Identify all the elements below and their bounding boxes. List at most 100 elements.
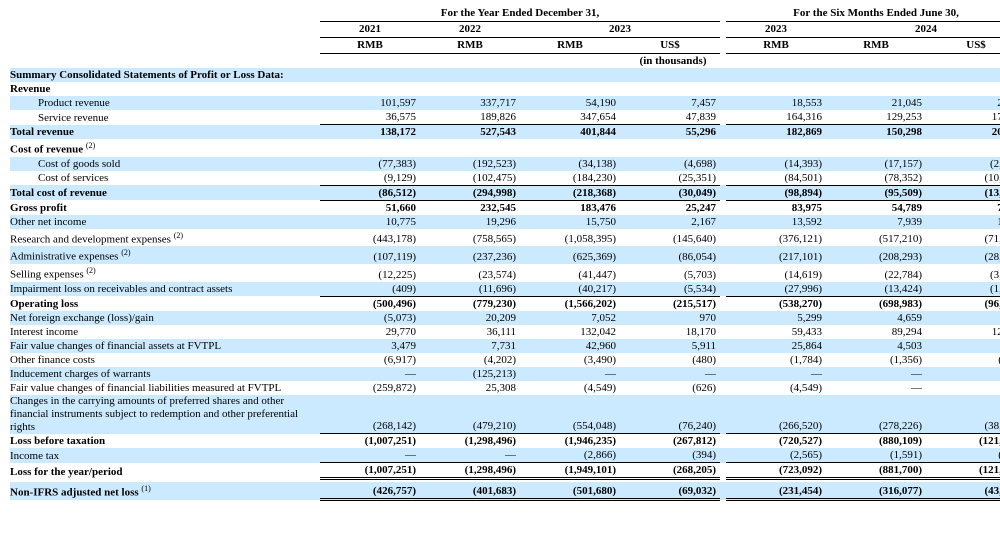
cell: (1,946,235) — [520, 434, 620, 449]
cell: — — [826, 367, 926, 381]
cell: (102,475) — [420, 171, 520, 186]
cell: (98,894) — [726, 185, 826, 200]
cell: (1,847) — [926, 282, 1000, 297]
cell: 13,592 — [726, 215, 826, 229]
footnote-2: (2) — [86, 266, 95, 275]
cell: — — [320, 448, 420, 463]
cell: (779,230) — [420, 296, 520, 311]
label-total-cost: Total cost of revenue — [10, 185, 320, 200]
cell: 36,111 — [420, 325, 520, 339]
footnote-2: (2) — [86, 141, 95, 150]
cell: — — [320, 367, 420, 381]
cell: (208,293) — [826, 246, 926, 264]
cell: 129,253 — [826, 110, 926, 125]
cell: 21,045 — [826, 96, 926, 110]
cell: (1,007,251) — [320, 434, 420, 449]
cell: 18,553 — [726, 96, 826, 110]
cell: 15,750 — [520, 215, 620, 229]
label-pref-shares: Changes in the carrying amounts of prefe… — [10, 395, 320, 434]
hdr-rmb-5: RMB — [826, 38, 926, 54]
cell: (13,424) — [826, 282, 926, 297]
hdr-rmb-3: RMB — [520, 38, 620, 54]
cell: 25,308 — [420, 381, 520, 395]
cell: (219) — [926, 448, 1000, 463]
cell: 970 — [620, 311, 720, 325]
cell: (5,703) — [620, 264, 720, 282]
cell: 55,296 — [620, 125, 720, 140]
cell: (554,048) — [520, 395, 620, 434]
cell: 25,247 — [620, 200, 720, 215]
cell: 51,660 — [320, 200, 420, 215]
cell: (3,490) — [520, 353, 620, 367]
cell: (500,496) — [320, 296, 420, 311]
hdr-2023s: 2023 — [726, 22, 826, 38]
label-net-fx: Net foreign exchange (loss)/gain — [10, 311, 320, 325]
cell: 2,896 — [926, 96, 1000, 110]
cell: 150,298 — [826, 125, 926, 140]
cell: 20,682 — [926, 125, 1000, 140]
cell: (376,121) — [726, 229, 826, 247]
cell: (4,698) — [620, 157, 720, 171]
cell: (121,326) — [926, 463, 1000, 479]
cell: 182,869 — [726, 125, 826, 140]
cell: (479,210) — [420, 395, 520, 434]
cell: — — [826, 381, 926, 395]
cell: 7,052 — [520, 311, 620, 325]
cell: 3,479 — [320, 339, 420, 353]
cell: 54,190 — [520, 96, 620, 110]
label-selling: Selling expenses (2) — [10, 264, 320, 282]
cell: 7,539 — [926, 200, 1000, 215]
cell: 17,786 — [926, 110, 1000, 125]
cell: (259,872) — [320, 381, 420, 395]
cell: 401,844 — [520, 125, 620, 140]
cell: (76,240) — [620, 395, 720, 434]
cell: (278,226) — [826, 395, 926, 434]
cell: 4,503 — [826, 339, 926, 353]
cell: (1,566,202) — [520, 296, 620, 311]
cell: (40,217) — [520, 282, 620, 297]
cell: 10,775 — [320, 215, 420, 229]
header-six-group: For the Six Months Ended June 30, — [726, 6, 1000, 22]
label-cogs: Cost of goods sold — [10, 157, 320, 171]
label-inducement: Inducement charges of warrants — [10, 367, 320, 381]
cell: (14,619) — [726, 264, 826, 282]
cell: (1,007,251) — [320, 463, 420, 479]
cell: (1,298,496) — [420, 434, 520, 449]
label-other-net-income: Other net income — [10, 215, 320, 229]
cell: 29,770 — [320, 325, 420, 339]
cell: — — [926, 367, 1000, 381]
cell: (267,812) — [620, 434, 720, 449]
cell: (1,949,101) — [520, 463, 620, 479]
cell: — — [520, 367, 620, 381]
cell: (2,866) — [520, 448, 620, 463]
footnote-1: (1) — [141, 484, 150, 493]
hdr-2022: 2022 — [420, 22, 520, 38]
label-cos: Cost of services — [10, 171, 320, 186]
cell: (43,494) — [926, 482, 1000, 500]
cell: (86,054) — [620, 246, 720, 264]
hdr-2021: 2021 — [320, 22, 420, 38]
label-rnd: Research and development expenses (2) — [10, 229, 320, 247]
cell: 527,543 — [420, 125, 520, 140]
cell: 5,299 — [726, 311, 826, 325]
cell: (626) — [620, 381, 720, 395]
cell: 18,170 — [620, 325, 720, 339]
cell: (698,983) — [826, 296, 926, 311]
cell: (4,549) — [520, 381, 620, 395]
cell: 54,789 — [826, 200, 926, 215]
cell: (17,157) — [826, 157, 926, 171]
cell: 1,092 — [926, 215, 1000, 229]
cell: (41,447) — [520, 264, 620, 282]
cell: 164,316 — [726, 110, 826, 125]
cell: (723,092) — [726, 463, 826, 479]
cell: — — [420, 448, 520, 463]
label-loss-for-year: Loss for the year/period — [10, 463, 320, 479]
cell: (5,534) — [620, 282, 720, 297]
cell: (1,058,395) — [520, 229, 620, 247]
cell: (4,549) — [726, 381, 826, 395]
cell: 620 — [926, 339, 1000, 353]
cell: 19,296 — [420, 215, 520, 229]
footnote-2: (2) — [174, 231, 183, 240]
cell: (192,523) — [420, 157, 520, 171]
cell: (38,285) — [926, 395, 1000, 434]
